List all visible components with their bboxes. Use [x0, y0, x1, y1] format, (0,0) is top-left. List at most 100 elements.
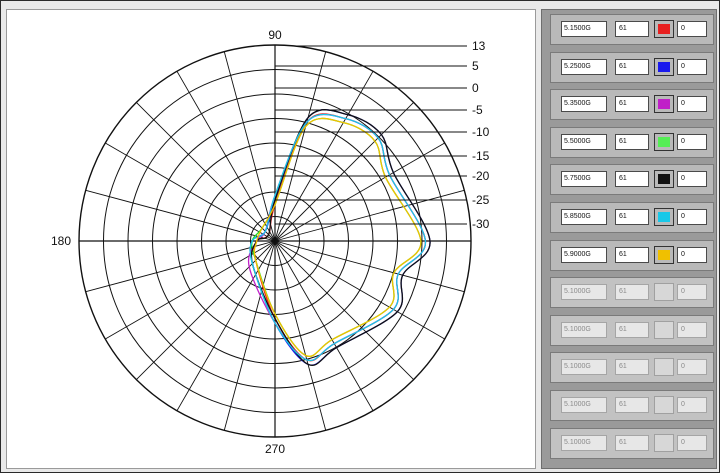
frequency-field[interactable]: 5.3500G — [561, 96, 607, 113]
color-swatch-fill — [658, 61, 670, 72]
frequency-field[interactable]: 5.2500G — [561, 58, 607, 75]
scale-label: 0 — [472, 81, 479, 95]
trace-row: 5.8500G 61 0 — [550, 202, 714, 233]
trace-row: 5.9000G 61 0 — [550, 239, 714, 271]
grid-spoke — [274, 240, 465, 293]
color-swatch-button[interactable] — [654, 57, 674, 76]
grid-spoke — [136, 102, 276, 242]
color-swatch-fill — [658, 24, 670, 34]
color-swatch-fill — [658, 249, 670, 260]
offset-field[interactable]: 0 — [677, 133, 707, 150]
scale-label: -15 — [472, 149, 490, 163]
color-swatch-fill — [658, 212, 670, 222]
scale-label: -25 — [472, 193, 490, 207]
offset-field[interactable]: 0 — [677, 21, 707, 37]
grid-spoke — [274, 142, 445, 242]
value-field[interactable]: 61 — [615, 58, 649, 75]
scale-label: -5 — [472, 103, 483, 117]
value-field[interactable]: 61 — [615, 21, 649, 37]
scale-label: -20 — [472, 169, 490, 183]
color-swatch-button[interactable] — [654, 132, 674, 151]
color-swatch-fill — [658, 287, 670, 298]
color-swatch-fill — [658, 362, 670, 373]
polar-grid — [78, 44, 472, 438]
scale-label: -10 — [472, 125, 490, 139]
offset-field[interactable]: 0 — [677, 359, 707, 376]
value-field[interactable]: 61 — [615, 284, 649, 301]
trace-row: 5.1000G 61 0 — [550, 427, 714, 459]
value-field[interactable]: 61 — [615, 434, 649, 451]
frequency-field[interactable]: 5.1000G — [561, 321, 607, 338]
frequency-field[interactable]: 5.1000G — [561, 397, 607, 413]
offset-field[interactable]: 0 — [677, 284, 707, 301]
angle-label-180: 180 — [51, 234, 71, 248]
trace-row: 5.2500G 61 0 — [550, 51, 714, 83]
color-swatch-button[interactable] — [654, 95, 674, 114]
color-swatch-fill — [658, 136, 670, 147]
frequency-field[interactable]: 5.5000G — [561, 133, 607, 150]
trace-row: 5.3500G 61 0 — [550, 89, 714, 121]
scale-label: -30 — [472, 217, 490, 231]
value-field[interactable]: 61 — [615, 133, 649, 150]
color-swatch-button[interactable] — [654, 358, 674, 377]
offset-field[interactable]: 0 — [677, 434, 707, 451]
trace-row: 5.1000G 61 0 — [550, 277, 714, 309]
trace-row: 5.5000G 61 0 — [550, 126, 714, 158]
grid-spoke — [274, 189, 465, 242]
value-field[interactable]: 61 — [615, 397, 649, 413]
offset-field[interactable]: 0 — [677, 397, 707, 413]
frequency-field[interactable]: 5.9000G — [561, 246, 607, 263]
offset-field[interactable]: 0 — [677, 321, 707, 338]
frequency-field[interactable]: 5.1500G — [561, 21, 607, 37]
offset-field[interactable]: 0 — [677, 58, 707, 75]
offset-field[interactable]: 0 — [677, 209, 707, 225]
grid-spoke — [136, 240, 276, 380]
color-swatch-fill — [658, 99, 670, 110]
grid-spoke — [176, 71, 276, 242]
scale-label: 5 — [472, 59, 479, 73]
grid-spoke — [85, 240, 276, 293]
trace-row: 5.1000G 61 0 — [550, 352, 714, 384]
grid-spoke — [274, 240, 327, 431]
angle-label-90: 90 — [268, 28, 282, 42]
grid-spoke — [223, 51, 276, 242]
value-field[interactable]: 61 — [615, 171, 649, 188]
value-field[interactable]: 61 — [615, 96, 649, 113]
color-swatch-button[interactable] — [654, 320, 674, 339]
frequency-field[interactable]: 5.8500G — [561, 209, 607, 225]
grid-spoke — [274, 102, 414, 242]
trace-row: 5.1000G 61 0 — [550, 314, 714, 346]
trace-row: 5.1500G 61 0 — [550, 14, 714, 45]
color-swatch-button[interactable] — [654, 20, 674, 38]
color-swatch-button[interactable] — [654, 208, 674, 226]
value-field[interactable]: 61 — [615, 209, 649, 225]
grid-spoke — [274, 51, 327, 242]
pattern-trace-7 — [253, 117, 422, 358]
grid-spoke — [176, 240, 276, 411]
offset-field[interactable]: 0 — [677, 246, 707, 263]
color-swatch-fill — [658, 324, 670, 335]
trace-row: 5.1000G 61 0 — [550, 390, 714, 421]
frequency-field[interactable]: 5.7500G — [561, 171, 607, 188]
color-swatch-fill — [658, 437, 670, 448]
frequency-field[interactable]: 5.1000G — [561, 359, 607, 376]
color-swatch-button[interactable] — [654, 245, 674, 264]
offset-field[interactable]: 0 — [677, 96, 707, 113]
value-field[interactable]: 61 — [615, 246, 649, 263]
trace-row: 5.7500G 61 0 — [550, 164, 714, 196]
value-field[interactable]: 61 — [615, 321, 649, 338]
value-field[interactable]: 61 — [615, 359, 649, 376]
scale-label: 13 — [472, 39, 486, 53]
pattern-trace-6 — [249, 113, 427, 362]
offset-field[interactable]: 0 — [677, 171, 707, 188]
color-swatch-button[interactable] — [654, 283, 674, 302]
frequency-field[interactable]: 5.1000G — [561, 434, 607, 451]
color-swatch-button[interactable] — [654, 433, 674, 452]
color-swatch-button[interactable] — [654, 396, 674, 414]
color-swatch-button[interactable] — [654, 170, 674, 189]
grid-spoke — [274, 240, 445, 340]
frequency-field[interactable]: 5.1000G — [561, 284, 607, 301]
